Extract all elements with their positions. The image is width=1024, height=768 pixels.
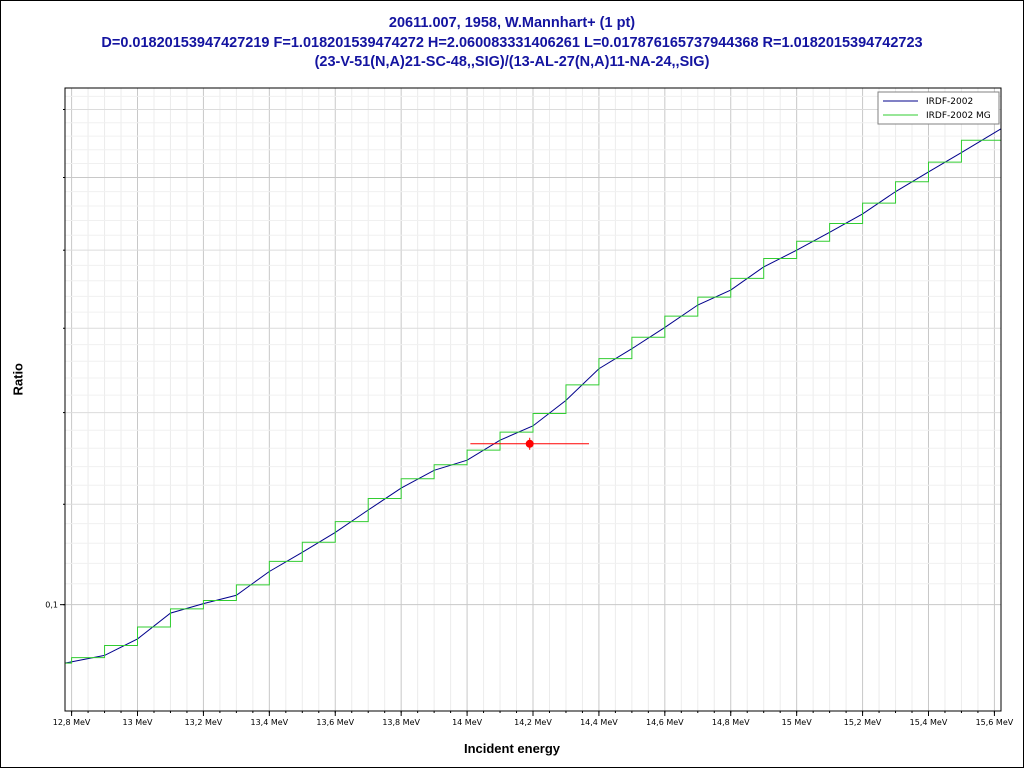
x-tick-label: 15 MeV	[782, 718, 813, 727]
chart-title-line-2: D=0.01820153947427219 F=1.01820153947427…	[101, 35, 923, 51]
x-tick-label: 13,2 MeV	[185, 718, 223, 727]
y-tick-label: 0,1	[45, 601, 58, 610]
x-tick-label: 12,8 MeV	[53, 718, 91, 727]
series-layer	[64, 128, 1002, 664]
x-tick-label: 13,6 MeV	[316, 718, 354, 727]
x-tick-label: 13,4 MeV	[251, 718, 289, 727]
x-tick-label: 15,2 MeV	[844, 718, 882, 727]
x-tick-label: 15,6 MeV	[976, 718, 1014, 727]
series-line-irdf-2002-mg	[65, 139, 1001, 664]
legend-entry-label: IRDF-2002	[926, 97, 973, 107]
experimental-points-layer	[470, 437, 590, 450]
x-tick-label: 14,8 MeV	[712, 718, 750, 727]
chart-title-line-1: 20611.007, 1958, W.Mannhart+ (1 pt)	[388, 15, 636, 31]
x-tick-label: 14 MeV	[452, 718, 483, 727]
x-tick-label: 14,2 MeV	[514, 718, 552, 727]
x-tick-label: 14,6 MeV	[646, 718, 684, 727]
data-point	[525, 439, 534, 448]
x-tick-label: 14,4 MeV	[580, 718, 618, 727]
grid-layer	[65, 88, 1001, 711]
axis-layer: 12,8 MeV 13 MeV 13,2 MeV 13,4 MeV 13,6 MeV 13…	[45, 109, 1014, 727]
x-tick-label: 13,8 MeV	[382, 718, 420, 727]
chart-title-line-3: (23-V-51(N,A)21-SC-48,,SIG)/(13-AL-27(N,…	[314, 54, 710, 70]
legend: IRDF-2002 IRDF-2002 MG	[877, 91, 1000, 125]
legend-entry-label: IRDF-2002 MG	[926, 111, 991, 121]
x-tick-label: 13 MeV	[122, 718, 153, 727]
legend-box	[877, 91, 1000, 125]
x-tick-label: 15,4 MeV	[910, 718, 948, 727]
x-axis-label: Incident energy	[463, 741, 561, 756]
